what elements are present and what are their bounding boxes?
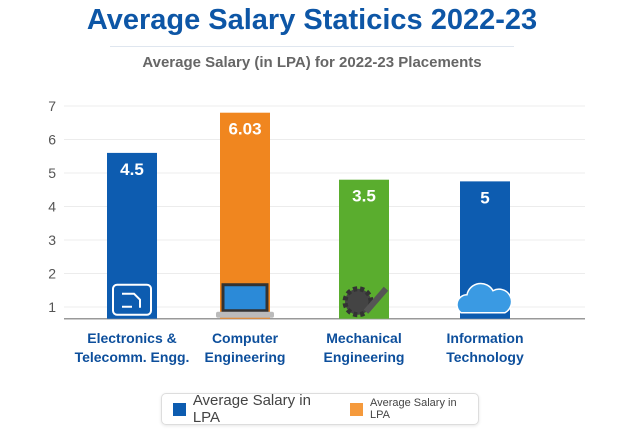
value-label: 3.5 bbox=[352, 187, 376, 206]
title-divider bbox=[110, 46, 514, 47]
category-label: Engineering bbox=[205, 349, 286, 365]
category-label: Technology bbox=[446, 349, 524, 365]
value-label: 6.03 bbox=[228, 120, 261, 139]
y-tick-label: 1 bbox=[48, 299, 56, 315]
y-tick-label: 2 bbox=[48, 266, 56, 282]
cloud-network-icon bbox=[456, 282, 513, 314]
legend: Average Salary in LPA Average Salary in … bbox=[161, 392, 479, 426]
circuit-board-icon bbox=[112, 283, 152, 316]
category-label: Computer bbox=[212, 330, 279, 346]
bar-0 bbox=[107, 152, 157, 319]
category-label: Electronics & bbox=[87, 330, 176, 346]
category-label: Mechanical bbox=[326, 330, 401, 346]
category-label: Information bbox=[447, 330, 524, 346]
y-tick-label: 3 bbox=[48, 232, 56, 248]
y-tick-label: 7 bbox=[48, 98, 56, 114]
legend-swatch-orange bbox=[350, 402, 363, 416]
circuit-trace bbox=[122, 292, 141, 308]
value-label: 5 bbox=[480, 188, 489, 207]
wrench bbox=[363, 286, 389, 314]
legend-label-2: Average Salary in LPA bbox=[369, 397, 457, 421]
y-tick-label: 5 bbox=[48, 165, 56, 181]
category-label: Telecomm. Engg. bbox=[75, 349, 190, 365]
chart-title: Average Salary Staticics 2022-23 bbox=[86, 4, 538, 36]
chart-subtitle: Average Salary (in LPA) for 2022-23 Plac… bbox=[142, 54, 482, 71]
value-label: 4.5 bbox=[120, 160, 144, 179]
legend-label-1: Average Salary in LPA bbox=[192, 392, 311, 426]
laptop-icon bbox=[221, 283, 269, 313]
category-label: Engineering bbox=[324, 349, 405, 365]
y-tick-label: 6 bbox=[48, 132, 56, 148]
legend-swatch-blue bbox=[173, 402, 186, 416]
laptop-base bbox=[216, 311, 274, 318]
y-tick-label: 4 bbox=[48, 199, 56, 215]
